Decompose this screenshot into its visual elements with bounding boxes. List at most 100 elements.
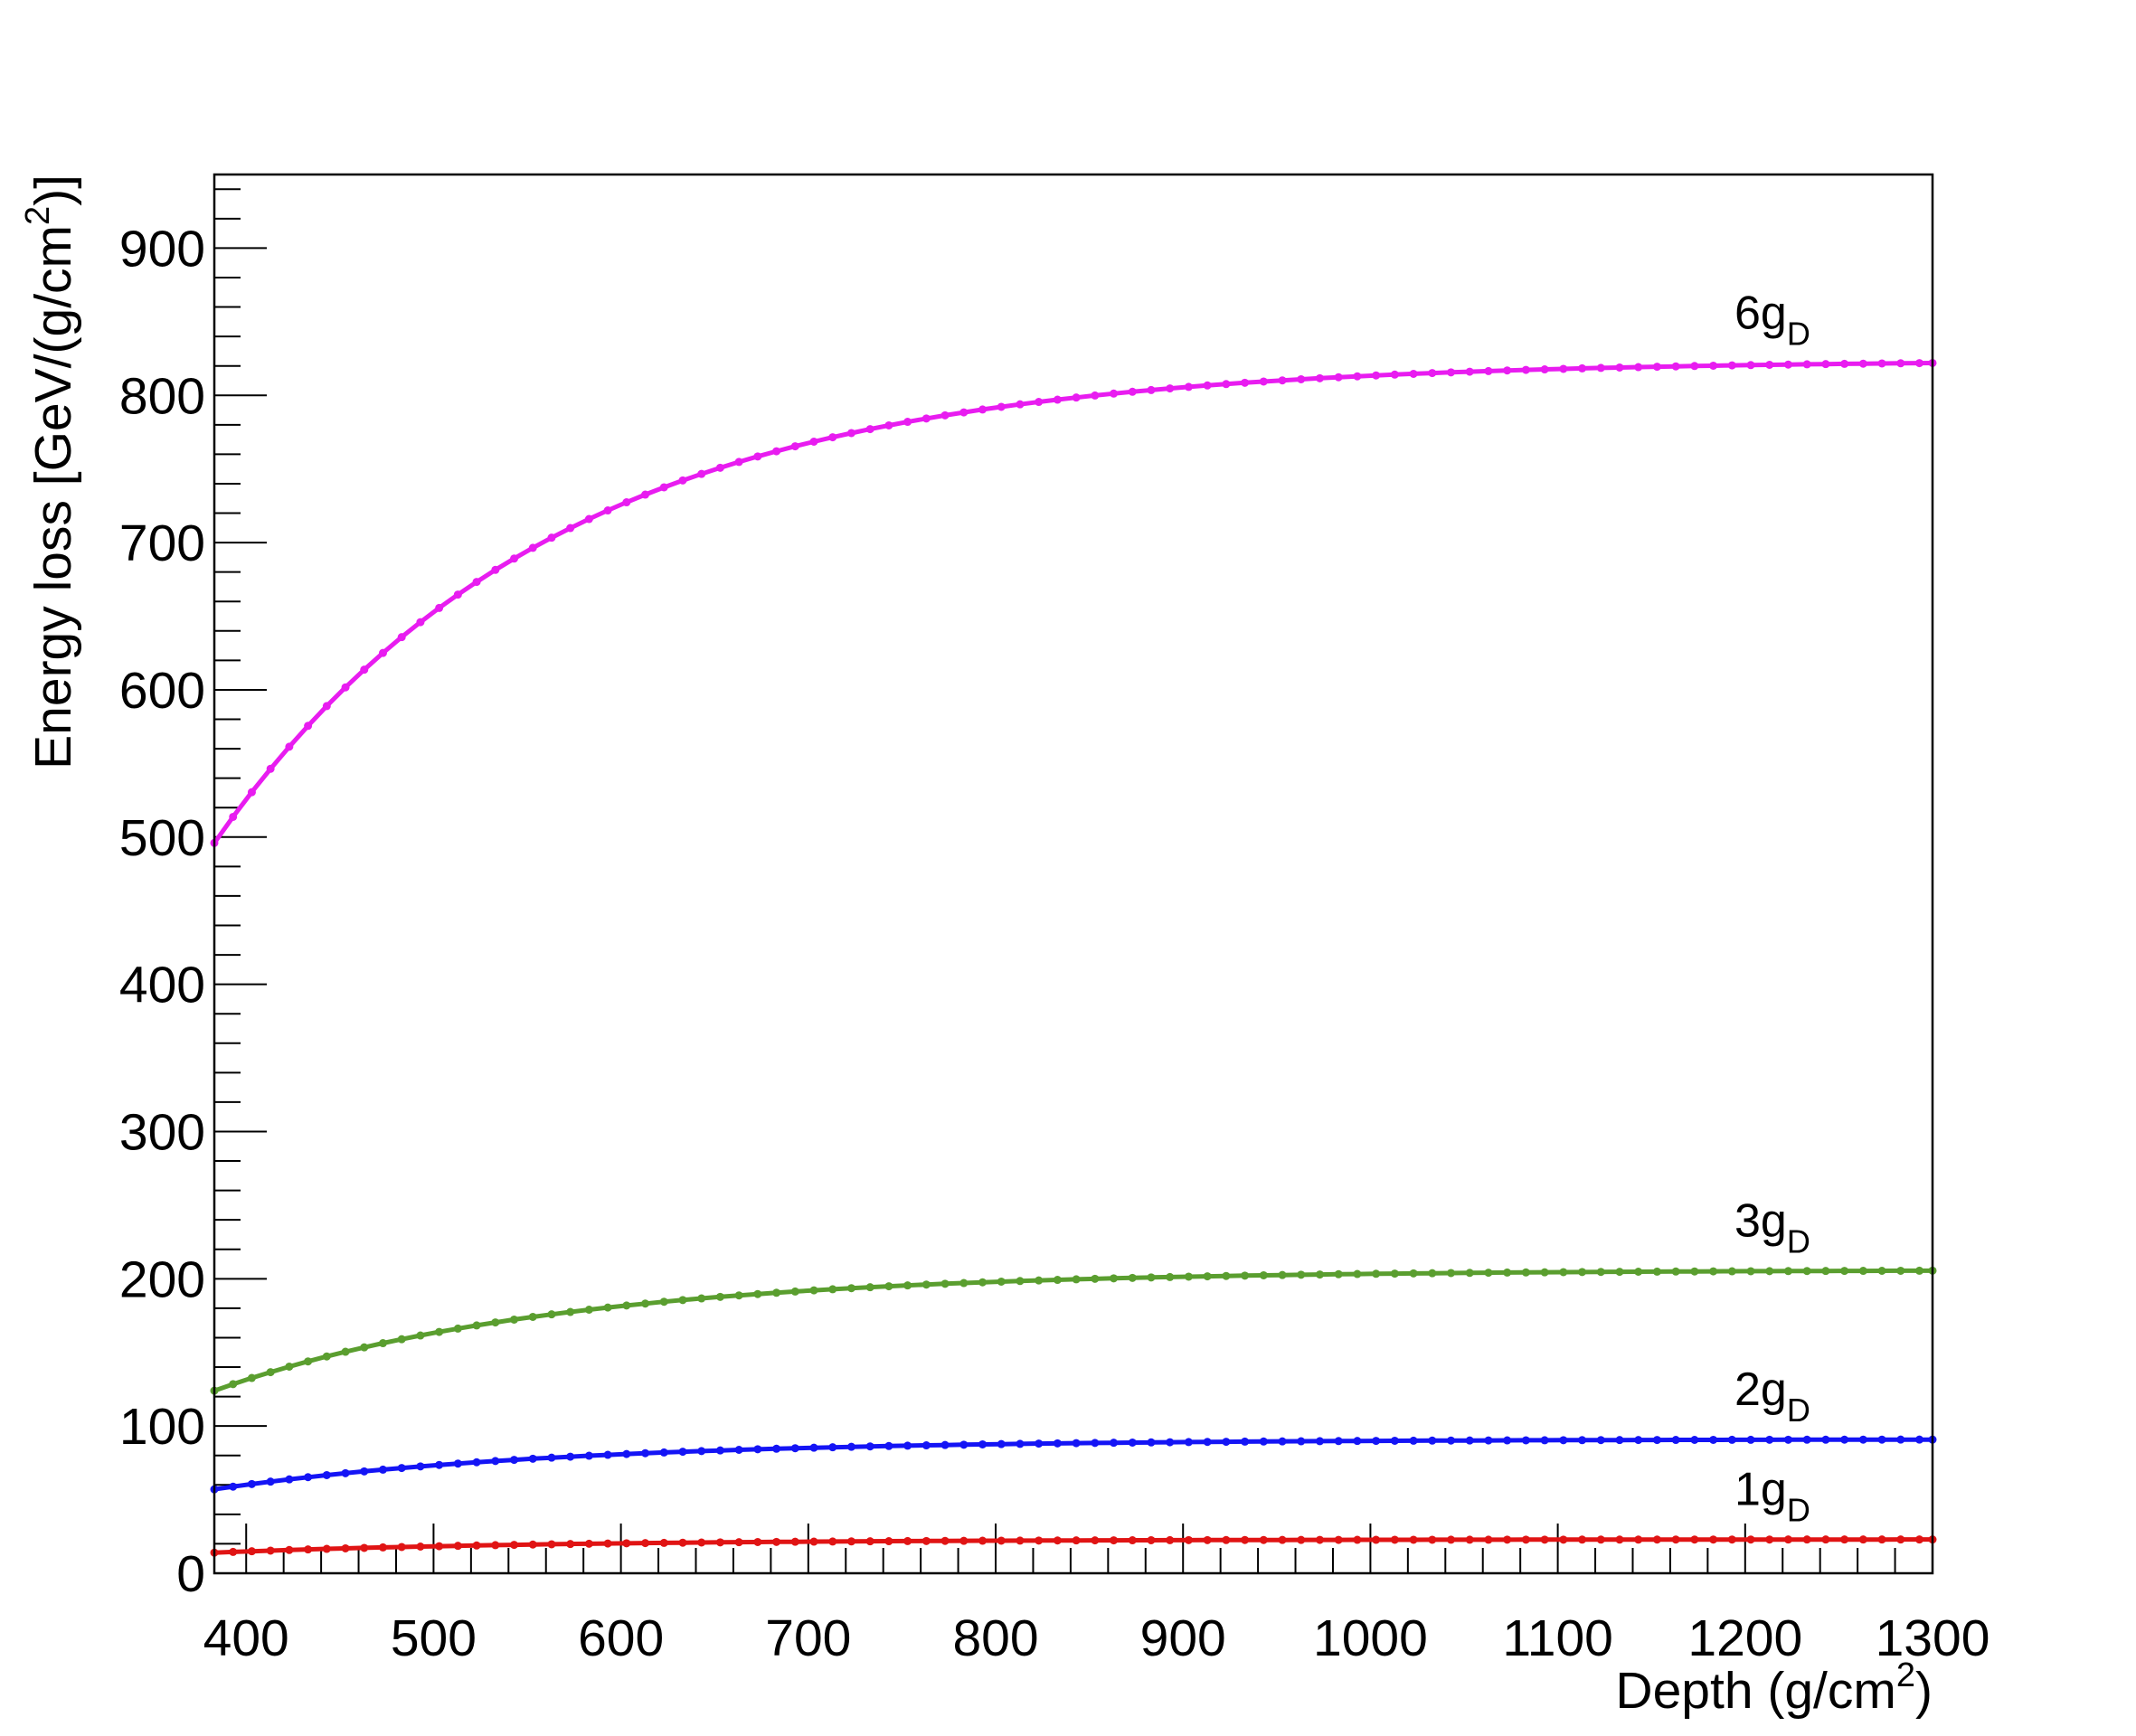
- data-point: [1540, 1535, 1549, 1544]
- data-point: [940, 410, 950, 420]
- data-point: [1765, 1267, 1774, 1276]
- data-point: [1578, 363, 1587, 373]
- data-point: [1709, 1267, 1718, 1276]
- data-point: [1184, 1535, 1193, 1544]
- data-point: [229, 812, 238, 821]
- data-point: [809, 437, 818, 446]
- data-point: [491, 1318, 500, 1327]
- data-point: [622, 1449, 631, 1458]
- data-point: [641, 1539, 650, 1548]
- data-point: [753, 1537, 762, 1546]
- data-point: [1241, 1271, 1250, 1280]
- data-point: [1110, 389, 1119, 398]
- x-tick-label: 1100: [1502, 1609, 1613, 1667]
- data-point: [1559, 1535, 1568, 1544]
- data-point: [809, 1443, 818, 1452]
- data-point: [1914, 1535, 1923, 1544]
- data-point: [846, 1442, 855, 1451]
- data-point: [1353, 1269, 1362, 1278]
- data-point: [1372, 1269, 1381, 1278]
- data-point: [1315, 1535, 1324, 1544]
- data-point: [1259, 1270, 1268, 1279]
- series-3gD: [210, 1266, 1937, 1395]
- data-point: [1783, 1535, 1792, 1544]
- data-point: [1465, 1436, 1474, 1445]
- data-point: [1783, 360, 1792, 369]
- data-point: [1634, 1268, 1643, 1277]
- y-tick-label: 400: [119, 957, 205, 1014]
- data-point: [435, 1460, 444, 1469]
- data-point: [1821, 1435, 1830, 1444]
- data-point: [622, 1301, 631, 1310]
- data-point: [1821, 1535, 1830, 1544]
- data-point: [1428, 1269, 1437, 1278]
- data-point: [1259, 1437, 1268, 1446]
- data-point: [1297, 374, 1306, 383]
- data-point: [903, 1441, 912, 1450]
- data-point: [266, 1546, 275, 1555]
- data-point: [865, 1442, 874, 1451]
- data-point: [1559, 364, 1568, 373]
- data-point: [453, 1459, 462, 1468]
- data-point: [1091, 1536, 1100, 1545]
- data-point: [903, 1536, 912, 1545]
- data-point: [378, 1543, 387, 1552]
- data-point: [1465, 367, 1474, 376]
- data-point: [1315, 1270, 1324, 1279]
- y-tick-label: 700: [119, 514, 205, 572]
- data-point: [1465, 1269, 1474, 1278]
- data-point: [884, 1441, 893, 1450]
- data-point: [1334, 373, 1343, 382]
- data-point: [1746, 1535, 1755, 1544]
- data-point: [1428, 1535, 1437, 1544]
- data-point: [884, 1537, 893, 1546]
- data-point: [1128, 387, 1137, 396]
- data-point: [1914, 359, 1923, 368]
- data-point: [1821, 1267, 1830, 1276]
- data-point: [1241, 1437, 1250, 1446]
- data-point: [341, 683, 350, 692]
- data-point: [1559, 1268, 1568, 1277]
- series-1gD: [210, 1535, 1937, 1557]
- data-point: [1877, 1535, 1886, 1544]
- data-point: [1390, 1535, 1399, 1544]
- data-point: [1652, 1535, 1661, 1544]
- data-point: [1110, 1439, 1119, 1448]
- data-point: [1690, 1436, 1699, 1445]
- data-point: [753, 1289, 762, 1298]
- data-point: [1409, 1269, 1418, 1278]
- data-point: [266, 764, 275, 773]
- data-point: [1241, 378, 1250, 387]
- data-point: [959, 1440, 969, 1449]
- data-point: [1035, 398, 1044, 407]
- data-point: [304, 722, 313, 731]
- data-point: [547, 533, 556, 542]
- data-point: [1297, 1437, 1306, 1446]
- y-tick-label: 900: [119, 220, 205, 278]
- data-point: [1840, 359, 1849, 368]
- data-point: [1840, 1435, 1849, 1444]
- data-point: [1634, 1436, 1643, 1445]
- data-point: [997, 1277, 1006, 1286]
- data-point: [1540, 1268, 1549, 1277]
- data-point: [622, 1539, 631, 1548]
- data-point: [603, 506, 612, 515]
- data-point: [1259, 377, 1268, 386]
- data-point: [1353, 372, 1362, 381]
- data-point: [1128, 1438, 1137, 1447]
- data-point: [1053, 1536, 1062, 1545]
- data-point: [603, 1303, 612, 1312]
- data-point: [397, 633, 406, 642]
- data-point: [1091, 391, 1100, 400]
- data-point: [472, 1458, 481, 1467]
- data-point: [1035, 1439, 1044, 1448]
- data-point: [828, 433, 837, 442]
- data-point: [397, 1464, 406, 1473]
- x-tick-label: 800: [952, 1609, 1038, 1667]
- data-point: [528, 1454, 537, 1463]
- data-point: [1203, 381, 1212, 390]
- data-point: [1072, 1439, 1081, 1448]
- plot-frame: [213, 173, 1934, 1575]
- data-point: [360, 1543, 369, 1552]
